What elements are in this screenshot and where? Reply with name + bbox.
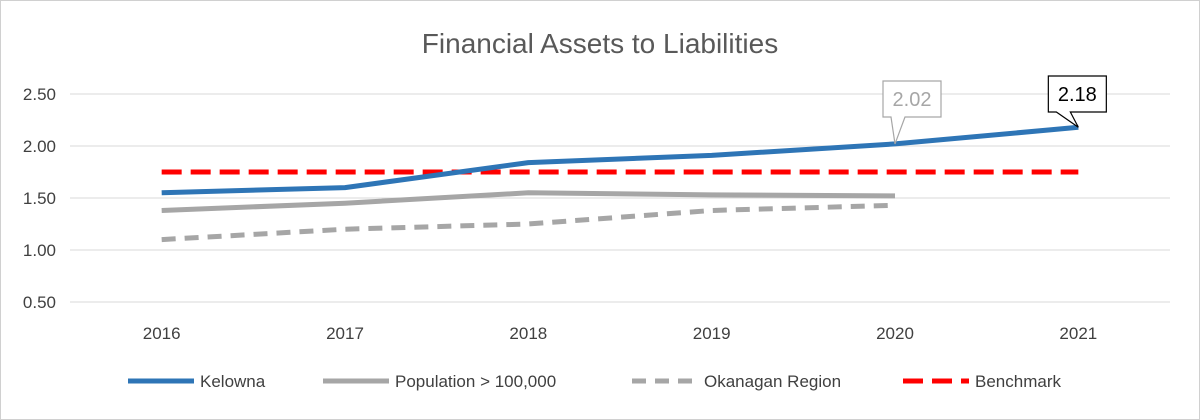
y-axis-tick-labels: 0.50 1.00 1.50 2.00 2.50	[23, 85, 56, 312]
y-tick-label: 0.50	[23, 293, 56, 312]
gridlines	[70, 93, 1170, 303]
callout-box	[882, 80, 942, 145]
legend-label-kelowna: Kelowna	[200, 372, 266, 391]
series-line-population-100-000	[161, 190, 896, 213]
callout-label: 2.18	[1058, 84, 1097, 106]
y-tick-label: 2.50	[23, 85, 56, 104]
x-tick-label: 2021	[1059, 324, 1097, 343]
callout-box	[1047, 75, 1107, 128]
series-line-okanagan-region	[161, 202, 896, 243]
chart-title: Financial Assets to Liabilities	[422, 28, 778, 59]
x-tick-label: 2016	[143, 324, 181, 343]
legend: Kelowna Population > 100,000 Okanagan Regi…	[128, 372, 1061, 391]
series-line-kelowna	[161, 124, 1079, 196]
data-callouts: 2.02 2.18	[882, 75, 1107, 145]
y-tick-label: 2.00	[23, 137, 56, 156]
x-tick-label: 2019	[693, 324, 731, 343]
series-lines	[161, 124, 1079, 243]
legend-label-population-100-000: Population > 100,000	[395, 372, 556, 391]
callout-label: 2.02	[893, 89, 932, 111]
legend-label-benchmark: Benchmark	[975, 372, 1061, 391]
x-tick-label: 2020	[876, 324, 914, 343]
x-tick-label: 2017	[326, 324, 364, 343]
x-tick-label: 2018	[509, 324, 547, 343]
legend-label-okanagan-region: Okanagan Region	[704, 372, 841, 391]
y-tick-label: 1.50	[23, 189, 56, 208]
y-tick-label: 1.00	[23, 241, 56, 260]
x-axis-tick-labels: 2016 2017 2018 2019 2020 2021	[143, 324, 1097, 343]
